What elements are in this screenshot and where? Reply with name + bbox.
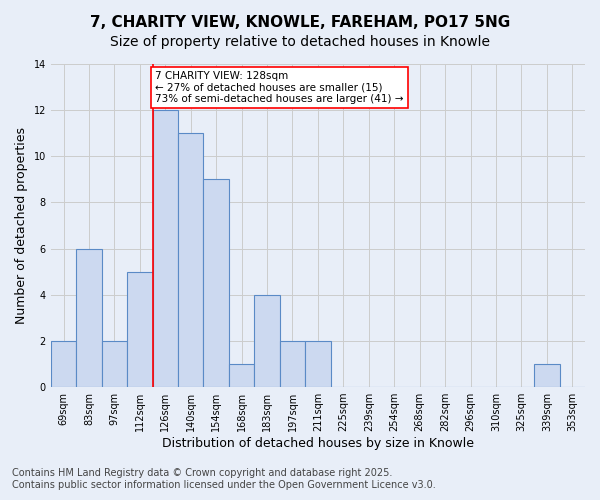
Bar [229,364,254,387]
Bar [76,248,101,387]
X-axis label: Distribution of detached houses by size in Knowle: Distribution of detached houses by size … [162,437,474,450]
Bar [51,341,76,387]
Text: Contains HM Land Registry data © Crown copyright and database right 2025.
Contai: Contains HM Land Registry data © Crown c… [12,468,436,490]
Bar [305,341,331,387]
Bar [152,110,178,387]
Text: Size of property relative to detached houses in Knowle: Size of property relative to detached ho… [110,35,490,49]
Bar [178,133,203,387]
Bar [127,272,152,387]
Bar [280,341,305,387]
Bar [203,180,229,387]
Bar [534,364,560,387]
Text: 7 CHARITY VIEW: 128sqm
← 27% of detached houses are smaller (15)
73% of semi-det: 7 CHARITY VIEW: 128sqm ← 27% of detached… [155,71,404,104]
Y-axis label: Number of detached properties: Number of detached properties [15,127,28,324]
Text: 7, CHARITY VIEW, KNOWLE, FAREHAM, PO17 5NG: 7, CHARITY VIEW, KNOWLE, FAREHAM, PO17 5… [90,15,510,30]
Bar [101,341,127,387]
Bar [254,295,280,387]
